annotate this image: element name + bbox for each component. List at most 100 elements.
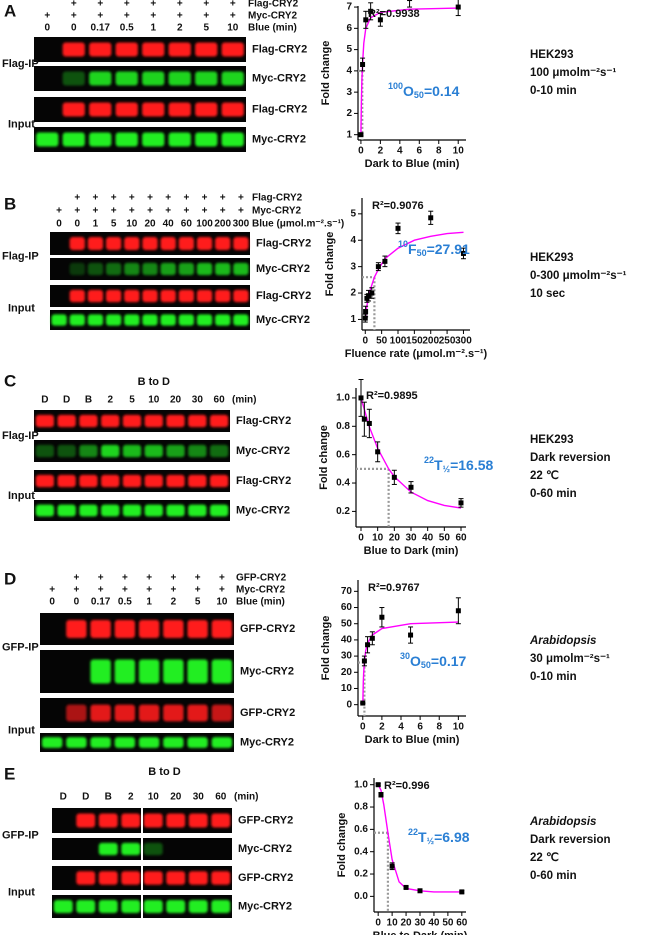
- x-tick-label: 100: [390, 336, 407, 347]
- panel-letter: C: [4, 371, 16, 390]
- band: [114, 620, 136, 638]
- group-label: B to D: [138, 376, 170, 388]
- y-axis-title: Fold change: [336, 813, 348, 878]
- plus-sign: +: [44, 11, 50, 22]
- lane-label: 20: [144, 219, 156, 230]
- lane-label: 10: [148, 792, 160, 803]
- data-point: [403, 884, 409, 890]
- header-label: Myc-CRY2: [248, 11, 298, 22]
- x-tick-label: 2: [378, 146, 384, 157]
- band: [215, 314, 231, 326]
- band: [90, 620, 111, 638]
- y-tick-label: 5: [346, 44, 352, 55]
- lane-label: 10: [216, 597, 228, 608]
- band: [98, 871, 118, 885]
- band: [163, 737, 184, 748]
- plus-sign: +: [220, 193, 226, 204]
- band: [115, 42, 138, 57]
- band: [188, 871, 208, 885]
- r-squared: R²=0.9895: [366, 390, 418, 402]
- data-point: [369, 290, 375, 296]
- band: [142, 71, 165, 86]
- lane-label: 1: [150, 23, 156, 34]
- plus-sign: +: [129, 193, 135, 204]
- plus-sign: +: [170, 573, 176, 584]
- condition-note: 0-300 μmolm⁻²s⁻¹: [530, 270, 627, 282]
- fit-parameter-subscript: ½: [443, 464, 451, 474]
- band: [178, 237, 194, 250]
- band: [115, 102, 138, 117]
- data-point: [455, 608, 461, 614]
- lane-label: 300: [233, 219, 250, 230]
- lane-label: 30: [192, 395, 204, 406]
- band: [90, 659, 111, 684]
- band: [114, 704, 136, 722]
- fit-parameter-superscript: 22: [424, 455, 434, 465]
- data-point: [379, 614, 385, 620]
- lane-label: 2: [128, 792, 134, 803]
- plus-sign: +: [146, 585, 152, 596]
- lane-label: 2: [171, 597, 177, 608]
- data-point: [382, 258, 388, 264]
- lane-unit: (min): [234, 792, 258, 803]
- lane-label: 2: [107, 395, 113, 406]
- band: [233, 237, 249, 250]
- band: [187, 659, 208, 684]
- row-label: GFP-CRY2: [240, 623, 295, 635]
- band: [195, 132, 218, 147]
- band: [106, 237, 122, 250]
- fit-parameter-value: =0.14: [424, 83, 460, 99]
- band: [221, 102, 244, 117]
- y-tick-label: 1.0: [354, 779, 368, 790]
- band: [178, 289, 194, 303]
- band: [168, 102, 191, 117]
- row-label: Myc-CRY2: [252, 133, 306, 145]
- lane-label: 5: [111, 219, 117, 230]
- condition-note: 22 ℃: [530, 851, 559, 864]
- band: [188, 900, 208, 913]
- x-tick-label: 4: [397, 146, 403, 157]
- ip-label: Flag-IP: [2, 58, 39, 70]
- plus-sign: +: [219, 585, 225, 596]
- band: [101, 444, 120, 458]
- condition-note: HEK293: [530, 434, 573, 446]
- data-point: [408, 632, 414, 638]
- plus-sign: +: [97, 0, 103, 10]
- header-label: Myc-CRY2: [236, 585, 286, 596]
- x-tick-label: 150: [406, 336, 423, 347]
- band: [89, 132, 112, 147]
- lane-unit: Blue (min): [236, 597, 285, 608]
- x-tick-label: 60: [455, 533, 467, 544]
- band: [215, 289, 231, 303]
- x-tick-label: 0: [358, 533, 364, 544]
- plus-sign: +: [177, 11, 183, 22]
- band: [121, 900, 141, 913]
- condition-note: Arabidopsis: [529, 816, 596, 828]
- plus-sign: +: [129, 206, 135, 217]
- band: [36, 132, 59, 147]
- band: [166, 414, 185, 428]
- plus-sign: +: [111, 206, 117, 217]
- lane-label: D: [63, 395, 70, 406]
- fit-parameter-value: =16.58: [450, 457, 493, 473]
- band: [35, 444, 55, 458]
- fit-curve: [360, 7, 459, 135]
- x-tick-label: 50: [376, 336, 388, 347]
- plus-sign: +: [73, 573, 79, 584]
- plus-sign: +: [230, 0, 236, 10]
- fit-parameter-superscript: 100: [388, 81, 403, 91]
- condition-note: 10 sec: [530, 288, 566, 300]
- plus-sign: +: [150, 11, 156, 22]
- data-point: [417, 888, 423, 894]
- lane-label: 10: [126, 219, 138, 230]
- band: [106, 314, 122, 326]
- band: [233, 314, 249, 326]
- data-point: [459, 889, 465, 895]
- band: [166, 474, 185, 488]
- band: [62, 102, 85, 117]
- band: [114, 659, 136, 684]
- data-point: [358, 132, 364, 138]
- y-tick-label: 0.8: [336, 421, 350, 432]
- band: [57, 474, 76, 488]
- lane-label: 20: [170, 792, 182, 803]
